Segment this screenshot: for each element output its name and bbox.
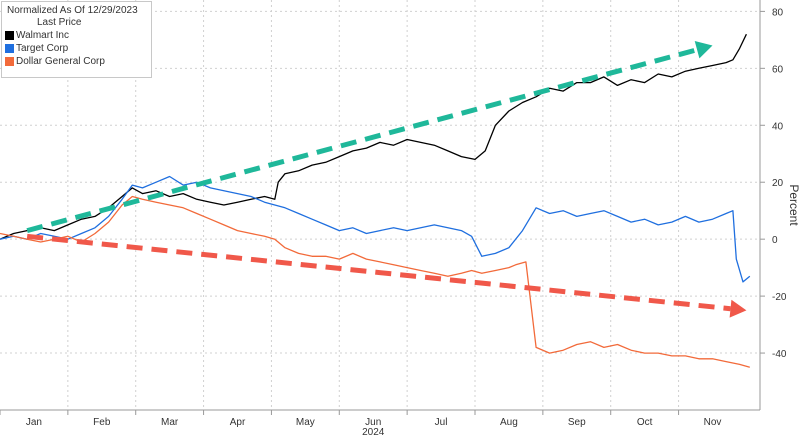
chart-title: Normalized As Of 12/29/2023 [7, 5, 138, 16]
trend-arrow-down-head [729, 299, 747, 318]
legend: Normalized As Of 12/29/2023 Last Price W… [1, 1, 152, 78]
x-tick-label: Jan [26, 417, 42, 428]
legend-label-walmart: Walmart Inc [16, 30, 69, 41]
series-line-walmart-inc [0, 33, 747, 240]
annotations [26, 41, 747, 318]
legend-swatch-dollar-general [5, 57, 14, 66]
trend-arrow-up-shaft [26, 47, 698, 234]
x-tick-label: Oct [637, 417, 653, 428]
x-tick-label: Apr [230, 417, 246, 428]
legend-item-dollar-general: Dollar General Corp [2, 55, 151, 68]
x-tick-label: Aug [500, 417, 518, 428]
y-tick-label: -40 [772, 349, 787, 360]
legend-swatch-target [5, 44, 14, 53]
trend-arrow-down-shaft [26, 233, 731, 312]
trend-arrow-up-head [694, 41, 713, 59]
y-axis-label: Percent [787, 184, 800, 226]
x-axis-label: 2024 [362, 427, 385, 438]
y-tick-label: -20 [772, 292, 787, 303]
series-group [0, 33, 751, 368]
y-tick-label: 40 [772, 121, 784, 132]
series-line-dollar-general-corp [0, 195, 750, 368]
x-tick-label: Jul [435, 417, 448, 428]
chart-subtitle: Last Price [37, 17, 82, 28]
x-tick-label: Sep [568, 417, 586, 428]
legend-label-dollar-general: Dollar General Corp [16, 56, 105, 67]
y-tick-label: 20 [772, 178, 784, 189]
x-tick-label: Mar [161, 417, 179, 428]
series-line-target-corp [0, 175, 751, 283]
y-tick-label: 80 [772, 7, 784, 18]
x-tick-label: Feb [93, 417, 111, 428]
legend-item-walmart: Walmart Inc [2, 29, 151, 42]
x-tick-label: Nov [704, 417, 722, 428]
y-tick-label: 0 [772, 235, 778, 246]
legend-item-target: Target Corp [2, 42, 151, 55]
legend-swatch-walmart [5, 31, 14, 40]
y-tick-label: 60 [772, 64, 784, 75]
legend-label-target: Target Corp [16, 43, 69, 54]
x-tick-label: Jun [365, 417, 381, 428]
x-tick-label: May [296, 417, 315, 428]
